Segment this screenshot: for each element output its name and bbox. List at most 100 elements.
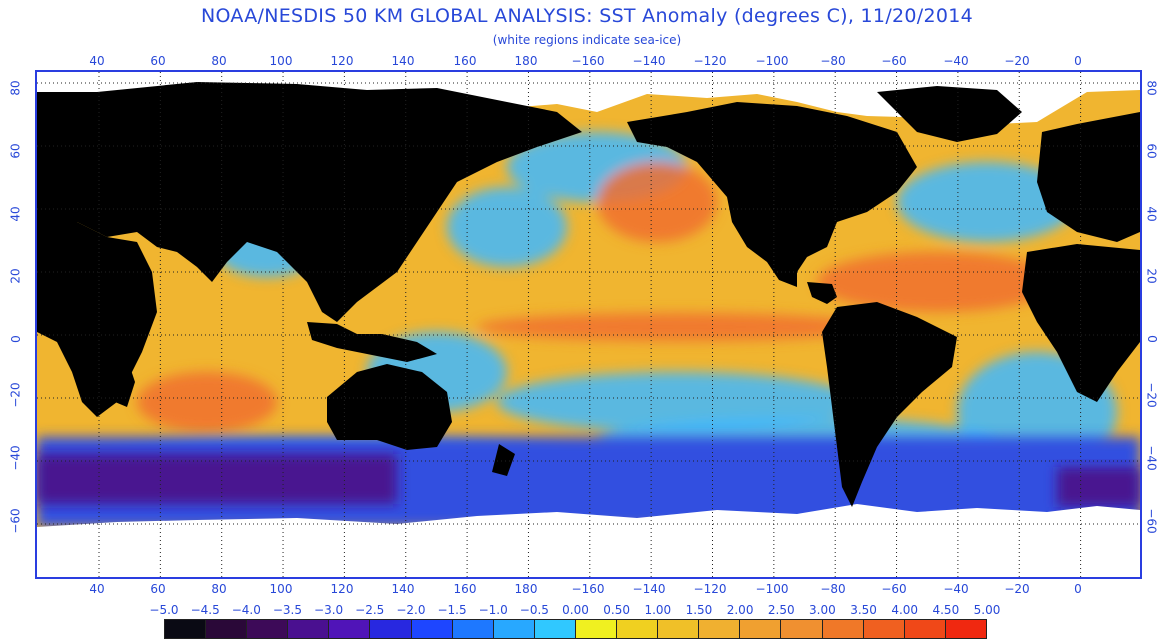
colorbar-swatch xyxy=(904,620,946,638)
colorbar-swatch xyxy=(411,620,453,638)
right-latitude-axis: 80 60 40 20 0 −20 −40 −60 xyxy=(1144,0,1164,640)
colorbar-swatch xyxy=(699,620,741,638)
colorbar-swatch xyxy=(740,620,782,638)
colorbar-label: −4.5 xyxy=(190,603,220,617)
lon-tick-label: 180 xyxy=(514,582,538,596)
lat-tick-label: 20 xyxy=(1144,268,1159,284)
new-zealand-landmass xyxy=(492,444,515,476)
lon-tick-label: 0 xyxy=(1074,54,1082,68)
lon-tick-label: −20 xyxy=(1004,582,1030,596)
north-america-landmass xyxy=(627,102,917,287)
lon-tick-label: −140 xyxy=(632,54,666,68)
lon-tick-label: −100 xyxy=(755,54,789,68)
lon-tick-label: −60 xyxy=(881,582,907,596)
lat-tick-label: −20 xyxy=(8,382,23,408)
lat-tick-label: 0 xyxy=(8,335,23,343)
sst-anomaly-map xyxy=(35,70,1142,579)
lon-tick-label: 80 xyxy=(211,582,227,596)
central-america-landmass xyxy=(807,282,837,304)
lat-tick-label: 80 xyxy=(1144,80,1159,96)
colorbar-label: −0.5 xyxy=(519,603,549,617)
lon-tick-label: −60 xyxy=(881,54,907,68)
colorbar-swatch xyxy=(165,620,207,638)
arctic-sea-ice xyxy=(37,72,1140,124)
lat-tick-label: −60 xyxy=(8,508,23,534)
hot-anomaly-patch xyxy=(597,162,717,242)
colorbar-label: −1.5 xyxy=(437,603,467,617)
cool-anomaly-patch xyxy=(497,372,857,432)
colorbar-label: 1.50 xyxy=(685,603,713,617)
colorbar-label: −2.5 xyxy=(355,603,385,617)
lon-tick-label: 160 xyxy=(453,582,477,596)
lat-tick-label: −40 xyxy=(8,445,23,471)
lat-tick-label: −60 xyxy=(1144,508,1159,534)
lon-tick-label: −40 xyxy=(943,54,969,68)
eurasia-landmass xyxy=(37,82,582,322)
colorbar-swatch xyxy=(575,620,618,638)
lat-tick-label: 60 xyxy=(8,143,23,159)
map-subtitle: (white regions indicate sea-ice) xyxy=(492,33,682,47)
colorbar-label: 0.00 xyxy=(562,603,589,617)
australia-landmass xyxy=(327,364,452,450)
south-america-landmass xyxy=(822,302,957,507)
lat-tick-label: −20 xyxy=(1144,382,1159,408)
antarctic-sea-ice xyxy=(37,504,1140,577)
southern-ocean-very-cold-band xyxy=(1057,467,1140,507)
lon-tick-label: −100 xyxy=(755,582,789,596)
colorbar-swatch xyxy=(781,620,823,638)
lon-tick-label: −20 xyxy=(1004,54,1030,68)
colorbar-label: 4.50 xyxy=(932,603,960,617)
colorbar-label: −2.0 xyxy=(396,603,426,617)
colorbar-label: 2.00 xyxy=(726,603,754,617)
colorbar-swatch xyxy=(822,620,864,638)
colorbar-swatch xyxy=(452,620,494,638)
colorbar-swatch xyxy=(534,620,576,638)
lon-tick-label: 60 xyxy=(150,582,166,596)
japan-kamchatka-landmass xyxy=(432,142,462,182)
colorbar-label: 2.50 xyxy=(767,603,795,617)
europe-landmass xyxy=(1037,112,1140,242)
southern-ocean-very-cold-band xyxy=(37,454,397,504)
africa-west-landmass xyxy=(1022,244,1140,402)
lat-tick-label: 60 xyxy=(1144,143,1159,159)
colorbar-label: −3.5 xyxy=(272,603,303,617)
colorbar-swatch xyxy=(370,620,412,638)
lat-tick-label: 40 xyxy=(8,206,23,222)
land-masses xyxy=(37,82,1140,507)
colorbar-label: −4.0 xyxy=(231,603,261,617)
colorbar-label: −5.0 xyxy=(149,603,179,617)
colorbar-labels: −5.0 −4.5 −4.0 −3.5 −3.0 −2.5 −2.0 −1.5 −1.0 −0.5… xyxy=(0,603,1174,617)
lon-tick-label: 40 xyxy=(89,582,105,596)
lon-tick-label: 80 xyxy=(211,54,227,68)
lon-tick-label: −140 xyxy=(632,582,666,596)
hot-anomaly-patch xyxy=(477,313,877,341)
colorbar-label: 3.00 xyxy=(809,603,836,617)
lon-tick-label: 40 xyxy=(89,54,105,68)
lat-tick-label: 80 xyxy=(8,80,23,96)
map-title: NOAA/NESDIS 50 KM GLOBAL ANALYSIS: SST A… xyxy=(200,5,974,27)
lon-tick-label: −160 xyxy=(571,582,605,596)
left-latitude-axis: 80 60 40 20 0 −20 −40 −60 xyxy=(9,0,32,640)
colorbar-label: −3.0 xyxy=(314,603,344,617)
colorbar-swatch xyxy=(288,620,330,638)
lon-tick-label: −40 xyxy=(943,582,969,596)
colorbar-label: 4.00 xyxy=(891,603,919,617)
colorbar-label: 1.00 xyxy=(644,603,672,617)
hot-anomaly-patch xyxy=(817,252,1057,312)
lat-tick-label: −40 xyxy=(1144,445,1159,471)
colorbar-swatch xyxy=(863,620,905,638)
lat-tick-label: 0 xyxy=(1144,335,1159,343)
lon-tick-label: −80 xyxy=(820,582,846,596)
lon-tick-label: 140 xyxy=(391,54,415,68)
lon-tick-label: 140 xyxy=(391,582,415,596)
bottom-longitude-axis: 40 60 80 100 120 140 160 180 −160 −140 −… xyxy=(0,582,1174,598)
cool-anomaly-patch xyxy=(447,187,567,267)
lon-tick-label: −160 xyxy=(571,54,605,68)
lon-tick-label: −80 xyxy=(820,54,846,68)
map-canvas xyxy=(37,72,1140,577)
anomaly-colorbar xyxy=(164,619,987,639)
lon-tick-label: 180 xyxy=(514,54,538,68)
colorbar-swatch xyxy=(658,620,700,638)
colorbar-label: 5.00 xyxy=(973,603,1001,617)
madagascar-landmass xyxy=(115,364,135,407)
